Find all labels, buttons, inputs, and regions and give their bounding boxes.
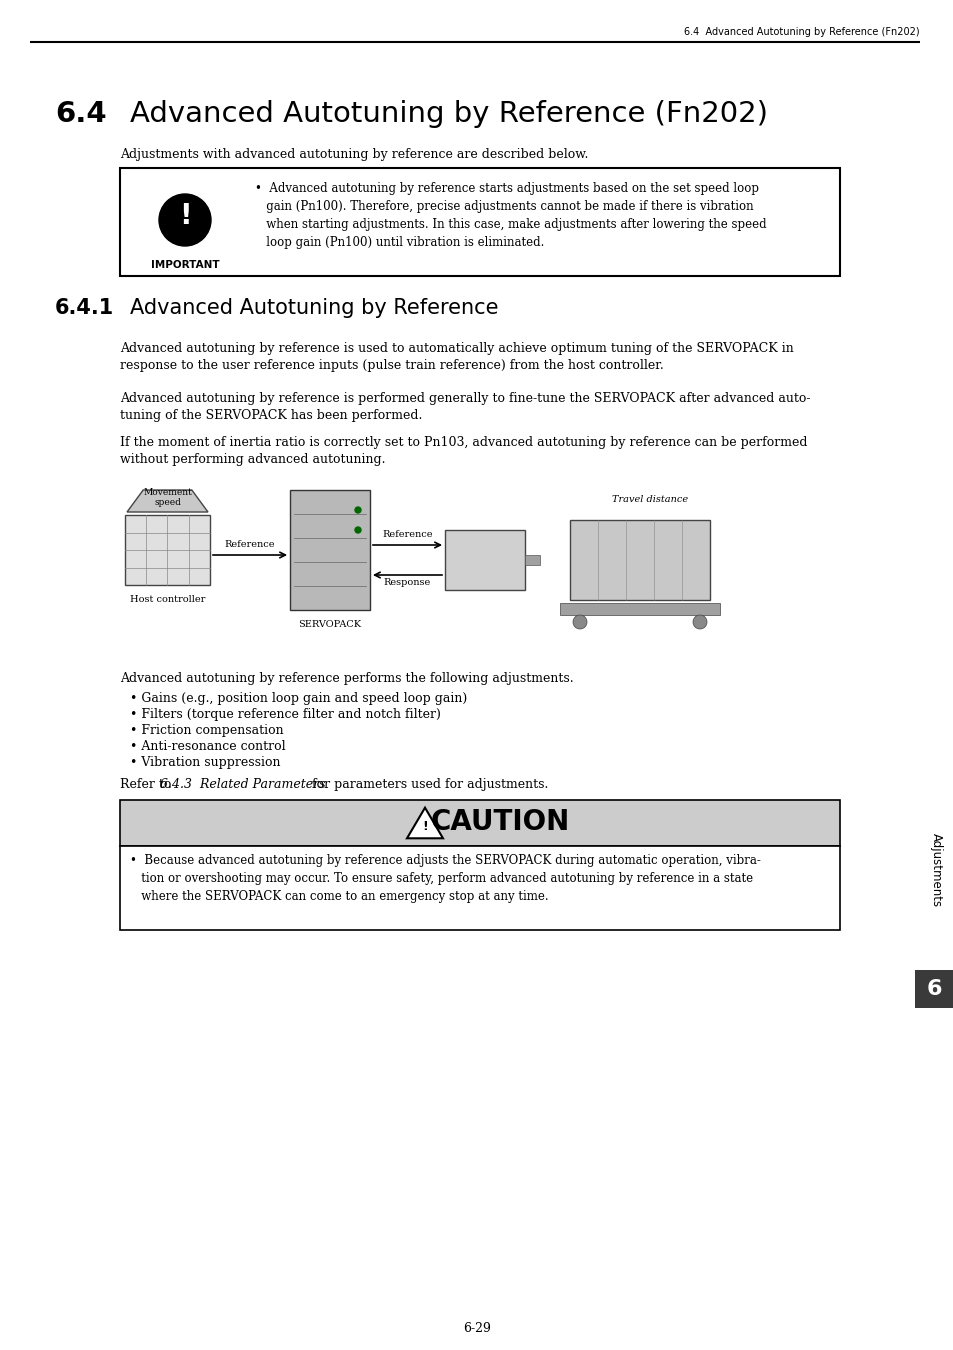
Text: IMPORTANT: IMPORTANT	[151, 261, 219, 270]
Text: Adjustments: Adjustments	[928, 833, 942, 907]
Circle shape	[355, 526, 360, 533]
Text: Travel distance: Travel distance	[611, 495, 687, 504]
Text: Advanced autotuning by reference is performed generally to fine-tune the SERVOPA: Advanced autotuning by reference is perf…	[120, 392, 810, 423]
Text: Advanced autotuning by reference performs the following adjustments.: Advanced autotuning by reference perform…	[120, 672, 573, 684]
Text: • Gains (e.g., position loop gain and speed loop gain): • Gains (e.g., position loop gain and sp…	[130, 693, 467, 705]
Text: Adjustments with advanced autotuning by reference are described below.: Adjustments with advanced autotuning by …	[120, 148, 588, 161]
Bar	[290, 490, 370, 610]
Bar	[120, 846, 840, 930]
Text: 6: 6	[925, 979, 941, 999]
Text: Advanced autotuning by reference is used to automatically achieve optimum tuning: Advanced autotuning by reference is used…	[120, 342, 793, 373]
Text: 6.4.3  Related Parameters: 6.4.3 Related Parameters	[160, 778, 325, 791]
Bar	[444, 531, 524, 590]
Text: CAUTION: CAUTION	[430, 809, 569, 836]
Text: !: !	[178, 202, 192, 230]
Text: •  Because advanced autotuning by reference adjusts the SERVOPACK during automat: • Because advanced autotuning by referen…	[130, 855, 760, 903]
Text: Host controller: Host controller	[130, 595, 205, 603]
Polygon shape	[127, 490, 208, 512]
Bar	[125, 514, 210, 585]
Text: 6.4: 6.4	[55, 100, 107, 128]
Text: 6-29: 6-29	[462, 1322, 491, 1335]
Circle shape	[692, 616, 706, 629]
Bar	[559, 603, 720, 616]
Text: Advanced Autotuning by Reference (Fn202): Advanced Autotuning by Reference (Fn202)	[130, 100, 767, 128]
Text: !: !	[421, 819, 428, 833]
Circle shape	[573, 616, 586, 629]
Text: 6.4.1: 6.4.1	[55, 298, 114, 319]
Text: for parameters used for adjustments.: for parameters used for adjustments.	[308, 778, 548, 791]
Text: Refer to: Refer to	[120, 778, 175, 791]
Polygon shape	[407, 807, 442, 838]
Bar	[914, 971, 952, 1008]
Text: • Anti-resonance control: • Anti-resonance control	[130, 740, 285, 753]
Bar	[524, 555, 539, 566]
Text: If the moment of inertia ratio is correctly set to Pn103, advanced autotuning by: If the moment of inertia ratio is correc…	[120, 436, 806, 467]
Circle shape	[355, 508, 360, 513]
Circle shape	[159, 194, 211, 246]
Text: 6.4  Advanced Autotuning by Reference (Fn202): 6.4 Advanced Autotuning by Reference (Fn…	[683, 27, 919, 36]
Text: • Vibration suppression: • Vibration suppression	[130, 756, 280, 770]
Text: • Filters (torque reference filter and notch filter): • Filters (torque reference filter and n…	[130, 707, 440, 721]
Text: Reference: Reference	[382, 531, 433, 539]
Bar	[120, 801, 840, 846]
Text: Reference: Reference	[225, 540, 275, 549]
Text: Movement
speed: Movement speed	[143, 487, 192, 508]
Bar	[120, 167, 840, 275]
Text: • Friction compensation: • Friction compensation	[130, 724, 283, 737]
Text: Advanced Autotuning by Reference: Advanced Autotuning by Reference	[130, 298, 498, 319]
Text: Response: Response	[383, 578, 431, 587]
Text: SERVOPACK: SERVOPACK	[298, 620, 361, 629]
Text: •  Advanced autotuning by reference starts adjustments based on the set speed lo: • Advanced autotuning by reference start…	[254, 182, 766, 248]
Bar	[569, 520, 709, 599]
